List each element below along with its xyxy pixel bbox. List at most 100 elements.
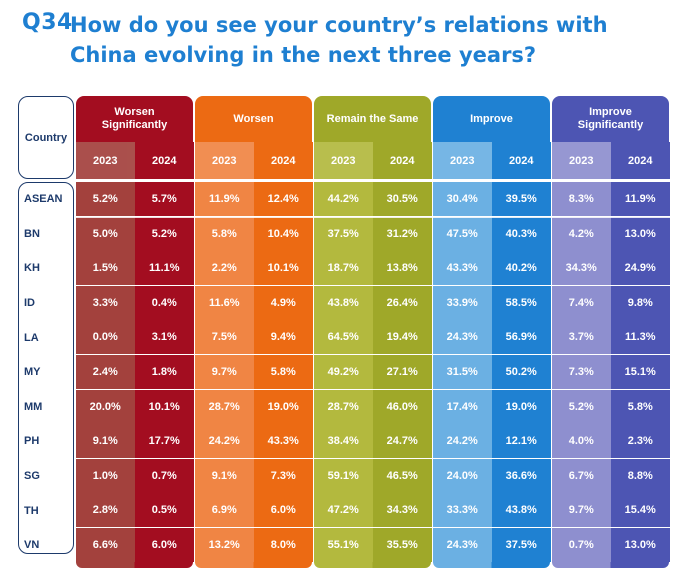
data-cell: 4.0%	[552, 424, 611, 459]
data-cell: 43.3%	[254, 424, 313, 459]
data-cell: 17.7%	[135, 424, 194, 459]
group-bottom-cap	[552, 561, 669, 568]
country-label: TH	[24, 504, 39, 517]
data-cell: 1.0%	[76, 458, 135, 493]
data-cell: 2.2%	[195, 251, 254, 286]
data-cell: 1.5%	[76, 251, 135, 286]
data-cell: 20.0%	[76, 389, 135, 424]
data-cell: 12.4%	[254, 182, 313, 217]
data-cell: 47.5%	[433, 216, 492, 251]
data-cell: 3.3%	[76, 285, 135, 320]
group-bottom-cap	[433, 561, 550, 568]
year-header: 2023	[552, 142, 611, 179]
data-cell: 13.0%	[611, 216, 670, 251]
data-cell: 5.8%	[195, 216, 254, 251]
data-cell: 6.9%	[195, 493, 254, 528]
country-label: VN	[24, 539, 40, 552]
data-cell: 46.5%	[373, 458, 432, 493]
data-cell: 58.5%	[492, 285, 551, 320]
data-cell: 0.7%	[135, 458, 194, 493]
data-cell: 50.2%	[492, 355, 551, 390]
data-cell: 13.8%	[373, 251, 432, 286]
country-label: ID	[24, 297, 35, 310]
data-cell: 3.1%	[135, 320, 194, 355]
data-cell: 30.4%	[433, 182, 492, 217]
data-cell: 26.4%	[373, 285, 432, 320]
data-cell: 46.0%	[373, 389, 432, 424]
year-header: 2023	[76, 142, 135, 179]
data-cell: 0.5%	[135, 493, 194, 528]
data-cell: 38.4%	[314, 424, 373, 459]
data-cell: 5.8%	[254, 355, 313, 390]
data-cell: 4.9%	[254, 285, 313, 320]
year-header: 2023	[195, 142, 254, 179]
data-cell: 43.3%	[433, 251, 492, 286]
data-cell: 9.1%	[195, 458, 254, 493]
data-cell: 4.2%	[552, 216, 611, 251]
data-cell: 11.9%	[611, 182, 670, 217]
group-bottom-cap	[76, 561, 193, 568]
data-cell: 3.7%	[552, 320, 611, 355]
data-cell: 0.0%	[76, 320, 135, 355]
data-cell: 30.5%	[373, 182, 432, 217]
country-column-frame	[18, 182, 74, 554]
question-number: Q34	[22, 10, 73, 35]
country-label: MM	[24, 400, 43, 413]
data-cell: 34.3%	[373, 493, 432, 528]
year-header: 2024	[611, 142, 670, 179]
country-label: KH	[24, 262, 40, 275]
question-text: How do you see your country’s relations …	[70, 13, 608, 67]
data-cell: 9.7%	[552, 493, 611, 528]
data-cell: 13.0%	[611, 528, 670, 563]
data-cell: 43.8%	[314, 285, 373, 320]
data-cell: 1.8%	[135, 355, 194, 390]
data-cell: 8.3%	[552, 182, 611, 217]
data-cell: 27.1%	[373, 355, 432, 390]
data-cell: 40.2%	[492, 251, 551, 286]
data-cell: 24.3%	[433, 528, 492, 563]
country-label: PH	[24, 435, 40, 448]
data-cell: 10.1%	[135, 389, 194, 424]
category-header: Improve	[433, 96, 550, 142]
year-header: 2024	[492, 142, 551, 179]
data-cell: 24.3%	[433, 320, 492, 355]
data-cell: 11.1%	[135, 251, 194, 286]
data-cell: 6.0%	[254, 493, 313, 528]
group-bottom-cap	[195, 561, 312, 568]
data-cell: 12.1%	[492, 424, 551, 459]
data-cell: 7.5%	[195, 320, 254, 355]
data-cell: 35.5%	[373, 528, 432, 563]
data-cell: 33.9%	[433, 285, 492, 320]
data-cell: 7.4%	[552, 285, 611, 320]
data-cell: 8.0%	[254, 528, 313, 563]
data-cell: 5.7%	[135, 182, 194, 217]
data-cell: 44.2%	[314, 182, 373, 217]
data-cell: 9.7%	[195, 355, 254, 390]
country-label: SG	[24, 470, 40, 483]
data-cell: 19.4%	[373, 320, 432, 355]
data-cell: 2.8%	[76, 493, 135, 528]
data-cell: 33.3%	[433, 493, 492, 528]
data-cell: 13.2%	[195, 528, 254, 563]
data-cell: 5.2%	[135, 216, 194, 251]
data-cell: 9.4%	[254, 320, 313, 355]
group-bottom-cap	[314, 561, 431, 568]
category-header: Worsen	[195, 96, 312, 142]
country-column-header: Country	[18, 96, 74, 179]
data-cell: 28.7%	[314, 389, 373, 424]
data-cell: 47.2%	[314, 493, 373, 528]
data-cell: 28.7%	[195, 389, 254, 424]
data-cell: 24.2%	[195, 424, 254, 459]
data-cell: 36.6%	[492, 458, 551, 493]
country-label: LA	[24, 331, 39, 344]
data-cell: 8.8%	[611, 458, 670, 493]
data-cell: 0.7%	[552, 528, 611, 563]
data-cell: 24.9%	[611, 251, 670, 286]
data-cell: 19.0%	[254, 389, 313, 424]
data-cell: 11.9%	[195, 182, 254, 217]
year-header: 2024	[254, 142, 313, 179]
data-cell: 56.9%	[492, 320, 551, 355]
data-cell: 9.1%	[76, 424, 135, 459]
data-cell: 7.3%	[552, 355, 611, 390]
year-header: 2023	[433, 142, 492, 179]
